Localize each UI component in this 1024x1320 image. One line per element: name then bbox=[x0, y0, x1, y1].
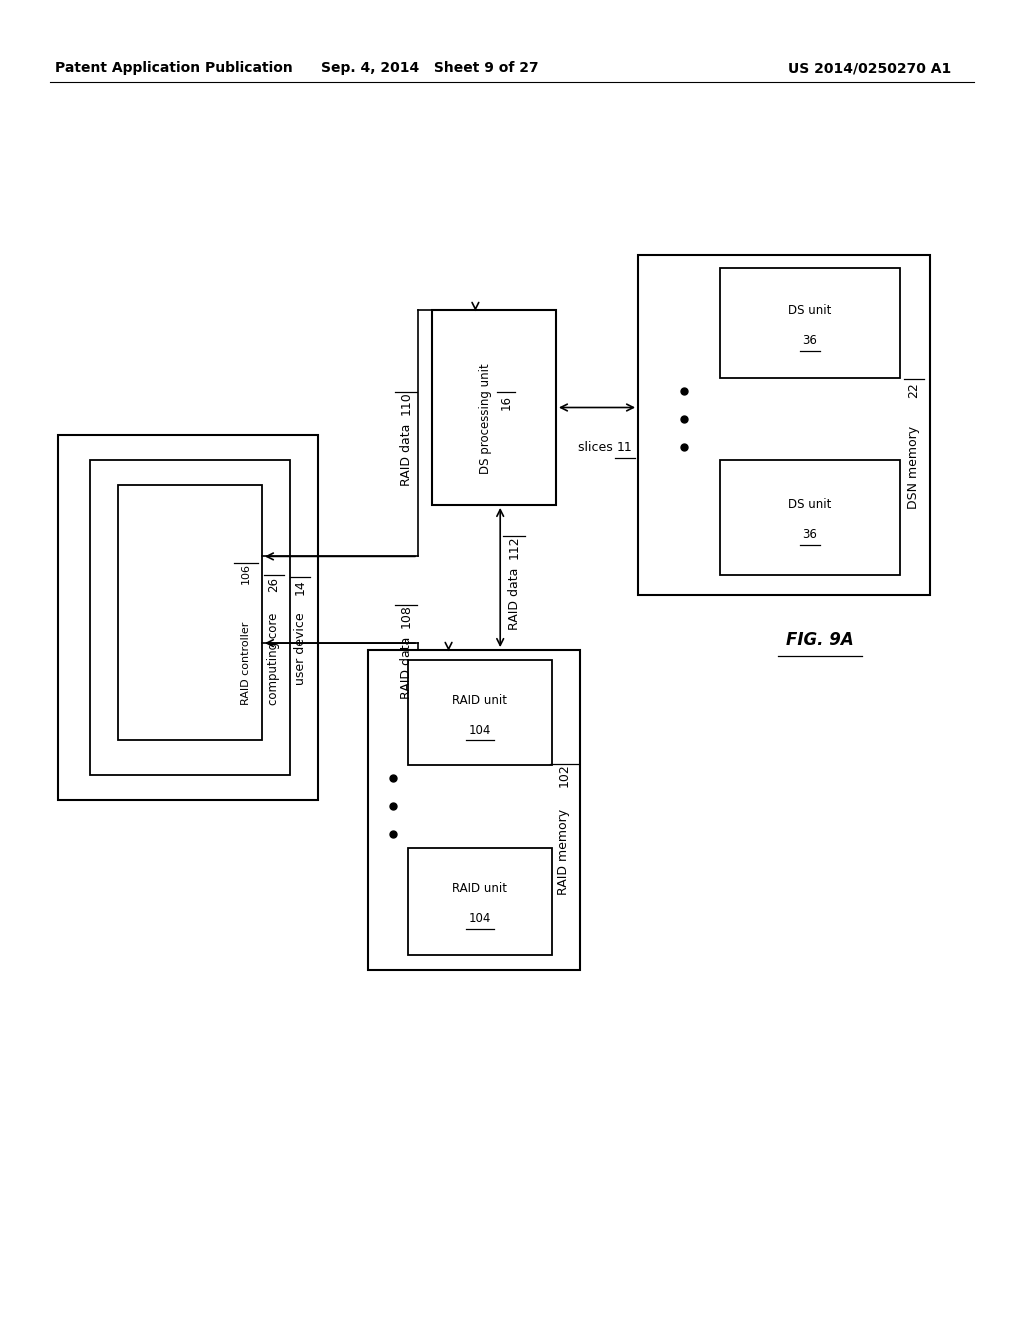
Text: DS processing unit: DS processing unit bbox=[479, 360, 493, 474]
Text: user device: user device bbox=[294, 609, 306, 685]
Text: Sep. 4, 2014   Sheet 9 of 27: Sep. 4, 2014 Sheet 9 of 27 bbox=[322, 61, 539, 75]
Bar bbox=[118, 484, 262, 741]
Text: 36: 36 bbox=[803, 334, 817, 347]
Text: 110: 110 bbox=[399, 391, 413, 414]
Text: computing core: computing core bbox=[267, 609, 281, 705]
Text: RAID memory: RAID memory bbox=[557, 805, 570, 895]
Bar bbox=[408, 660, 552, 766]
Text: RAID unit: RAID unit bbox=[453, 883, 508, 895]
Text: DS unit: DS unit bbox=[788, 305, 831, 318]
Bar bbox=[720, 459, 900, 576]
Text: RAID data: RAID data bbox=[399, 420, 413, 486]
Bar bbox=[58, 436, 318, 800]
Text: slices: slices bbox=[578, 441, 616, 454]
Text: 22: 22 bbox=[907, 381, 921, 397]
Text: 36: 36 bbox=[803, 528, 817, 541]
Text: RAID data: RAID data bbox=[399, 632, 413, 700]
Text: FIG. 9A: FIG. 9A bbox=[786, 631, 854, 649]
Bar bbox=[90, 459, 290, 775]
Text: DS unit: DS unit bbox=[788, 499, 831, 511]
Bar bbox=[408, 847, 552, 954]
Text: RAID unit: RAID unit bbox=[453, 693, 508, 706]
Text: 104: 104 bbox=[469, 912, 492, 925]
Text: 104: 104 bbox=[469, 723, 492, 737]
Text: 16: 16 bbox=[500, 395, 512, 409]
Text: 106: 106 bbox=[241, 564, 251, 585]
Text: RAID controller: RAID controller bbox=[241, 619, 251, 705]
Bar bbox=[368, 649, 580, 970]
Text: US 2014/0250270 A1: US 2014/0250270 A1 bbox=[788, 61, 951, 75]
Text: 26: 26 bbox=[267, 578, 281, 593]
Text: 14: 14 bbox=[294, 579, 306, 595]
Text: 102: 102 bbox=[557, 763, 570, 787]
Text: RAID data: RAID data bbox=[508, 564, 520, 630]
Text: 108: 108 bbox=[399, 605, 413, 628]
Text: 11: 11 bbox=[617, 441, 633, 454]
Text: 112: 112 bbox=[508, 535, 520, 558]
Text: DSN memory: DSN memory bbox=[907, 421, 921, 508]
Bar bbox=[638, 255, 930, 595]
Bar bbox=[432, 310, 556, 506]
Text: Patent Application Publication: Patent Application Publication bbox=[55, 61, 293, 75]
Bar bbox=[720, 268, 900, 378]
